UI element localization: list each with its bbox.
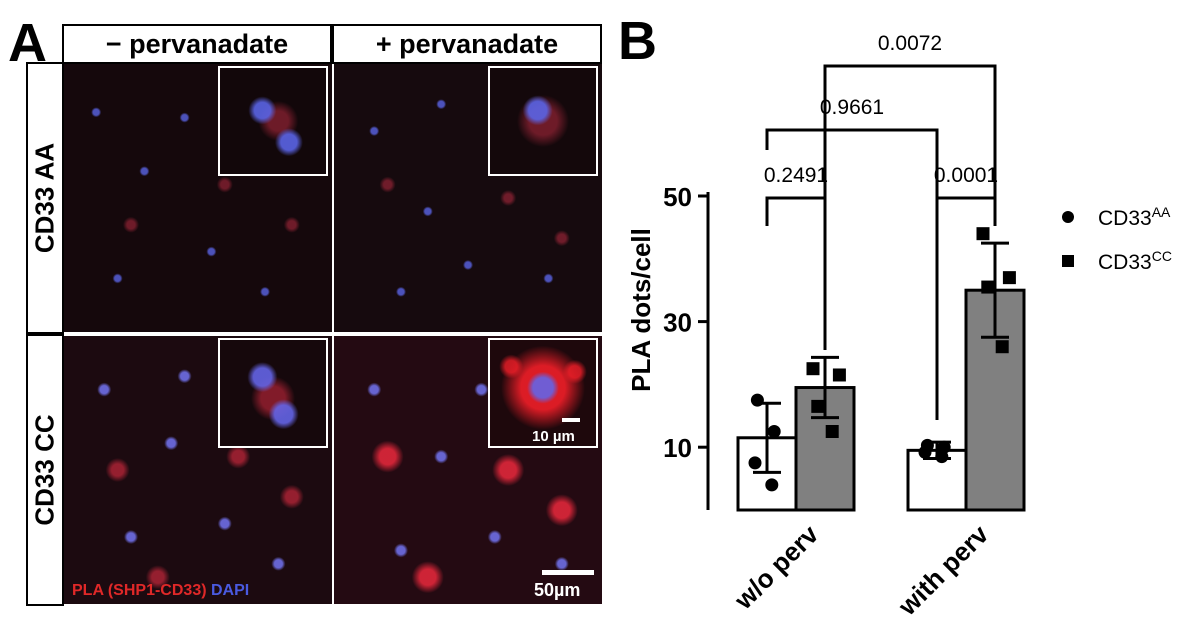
stain-caption: PLA (SHP1-CD33) DAPI xyxy=(72,582,249,600)
legend-item-cc: CD33CC xyxy=(1098,248,1172,275)
point-CD33AA-0-1 xyxy=(767,425,781,438)
bar-chart: 10 30 50 w/o perv with perv 0.2491 0.0001 0.96… xyxy=(626,32,1026,622)
chart-error-bars xyxy=(753,241,1009,474)
caption-dapi: DAPI xyxy=(211,582,250,599)
comparison-aa-label: 0.9661 xyxy=(820,96,884,119)
y-tick-label-30: 30 xyxy=(663,308,692,338)
scale-bar xyxy=(542,570,594,575)
chart-bars xyxy=(736,288,1026,512)
comparison-with-perv-label: 0.0001 xyxy=(934,164,998,187)
y-tick-label-10: 10 xyxy=(663,433,692,463)
point-CD33AA-1-2 xyxy=(918,445,932,459)
comparison-wo-perv-bracket xyxy=(765,196,827,226)
legend-square-icon xyxy=(1062,255,1074,267)
point-CD33AA-0-2 xyxy=(748,456,762,470)
row-label-cd33-cc: CD33 CC xyxy=(26,334,64,606)
point-CD33CC-0-3 xyxy=(825,425,839,438)
comparison-with-perv-bracket xyxy=(935,196,997,226)
panel-a-letter: A xyxy=(8,13,47,73)
x-tick-label-1: with perv xyxy=(892,519,995,622)
comparison-cc-label: 0.0072 xyxy=(878,32,942,55)
inset-scale-label: 10 µm xyxy=(532,428,575,445)
x-tick-label-0: w/o perv xyxy=(728,519,825,616)
inset-cc-plus xyxy=(488,338,598,448)
bar-CD33CC-1 xyxy=(964,288,1026,512)
legend-aa-base: CD33 xyxy=(1098,207,1152,230)
point-CD33CC-0-0 xyxy=(806,362,820,376)
row-label-aa-text: CD33 AA xyxy=(29,142,60,254)
legend-cc-sup: CC xyxy=(1151,248,1172,264)
y-tick-label-50: 50 xyxy=(663,182,692,212)
legend-circle-icon xyxy=(1062,211,1074,223)
legend-aa-sup: AA xyxy=(1151,204,1171,220)
inset-scale-bar xyxy=(562,418,580,422)
inset-cc-minus xyxy=(218,338,328,448)
chart-comparisons: 0.2491 0.0001 0.9661 0.0072 xyxy=(764,32,998,420)
comparison-cc-bracket xyxy=(823,64,997,350)
col-header-minus-pervanadate: − pervanadate xyxy=(62,24,332,64)
col-header-minus-label: − pervanadate xyxy=(105,28,289,59)
caption-pla: PLA (SHP1-CD33) xyxy=(72,582,207,599)
row-label-cc-text: CD33 CC xyxy=(29,414,60,526)
point-CD33CC-1-2 xyxy=(981,280,995,294)
inset-aa-minus xyxy=(218,66,328,176)
legend-item-aa: CD33AA xyxy=(1098,204,1170,231)
col-header-plus-pervanadate: + pervanadate xyxy=(332,24,602,64)
point-CD33AA-0-3 xyxy=(765,478,779,492)
legend-cc-base: CD33 xyxy=(1098,251,1152,274)
inset-aa-plus xyxy=(488,66,598,176)
point-CD33CC-0-1 xyxy=(832,368,846,382)
comparison-wo-perv-label: 0.2491 xyxy=(764,164,828,187)
point-CD33CC-1-3 xyxy=(995,340,1009,354)
panel-b-letter: B xyxy=(618,11,657,71)
col-header-plus-label: + pervanadate xyxy=(375,28,559,59)
point-CD33CC-0-2 xyxy=(811,399,825,413)
point-CD33CC-1-1 xyxy=(1002,271,1016,285)
point-CD33CC-1-0 xyxy=(976,227,990,241)
row-label-cd33-aa: CD33 AA xyxy=(26,62,64,334)
comparison-aa-bracket xyxy=(765,128,939,420)
y-axis-label: PLA dots/cell xyxy=(626,228,656,392)
scale-bar-label: 50µm xyxy=(534,580,581,600)
chart-points xyxy=(748,227,1016,492)
